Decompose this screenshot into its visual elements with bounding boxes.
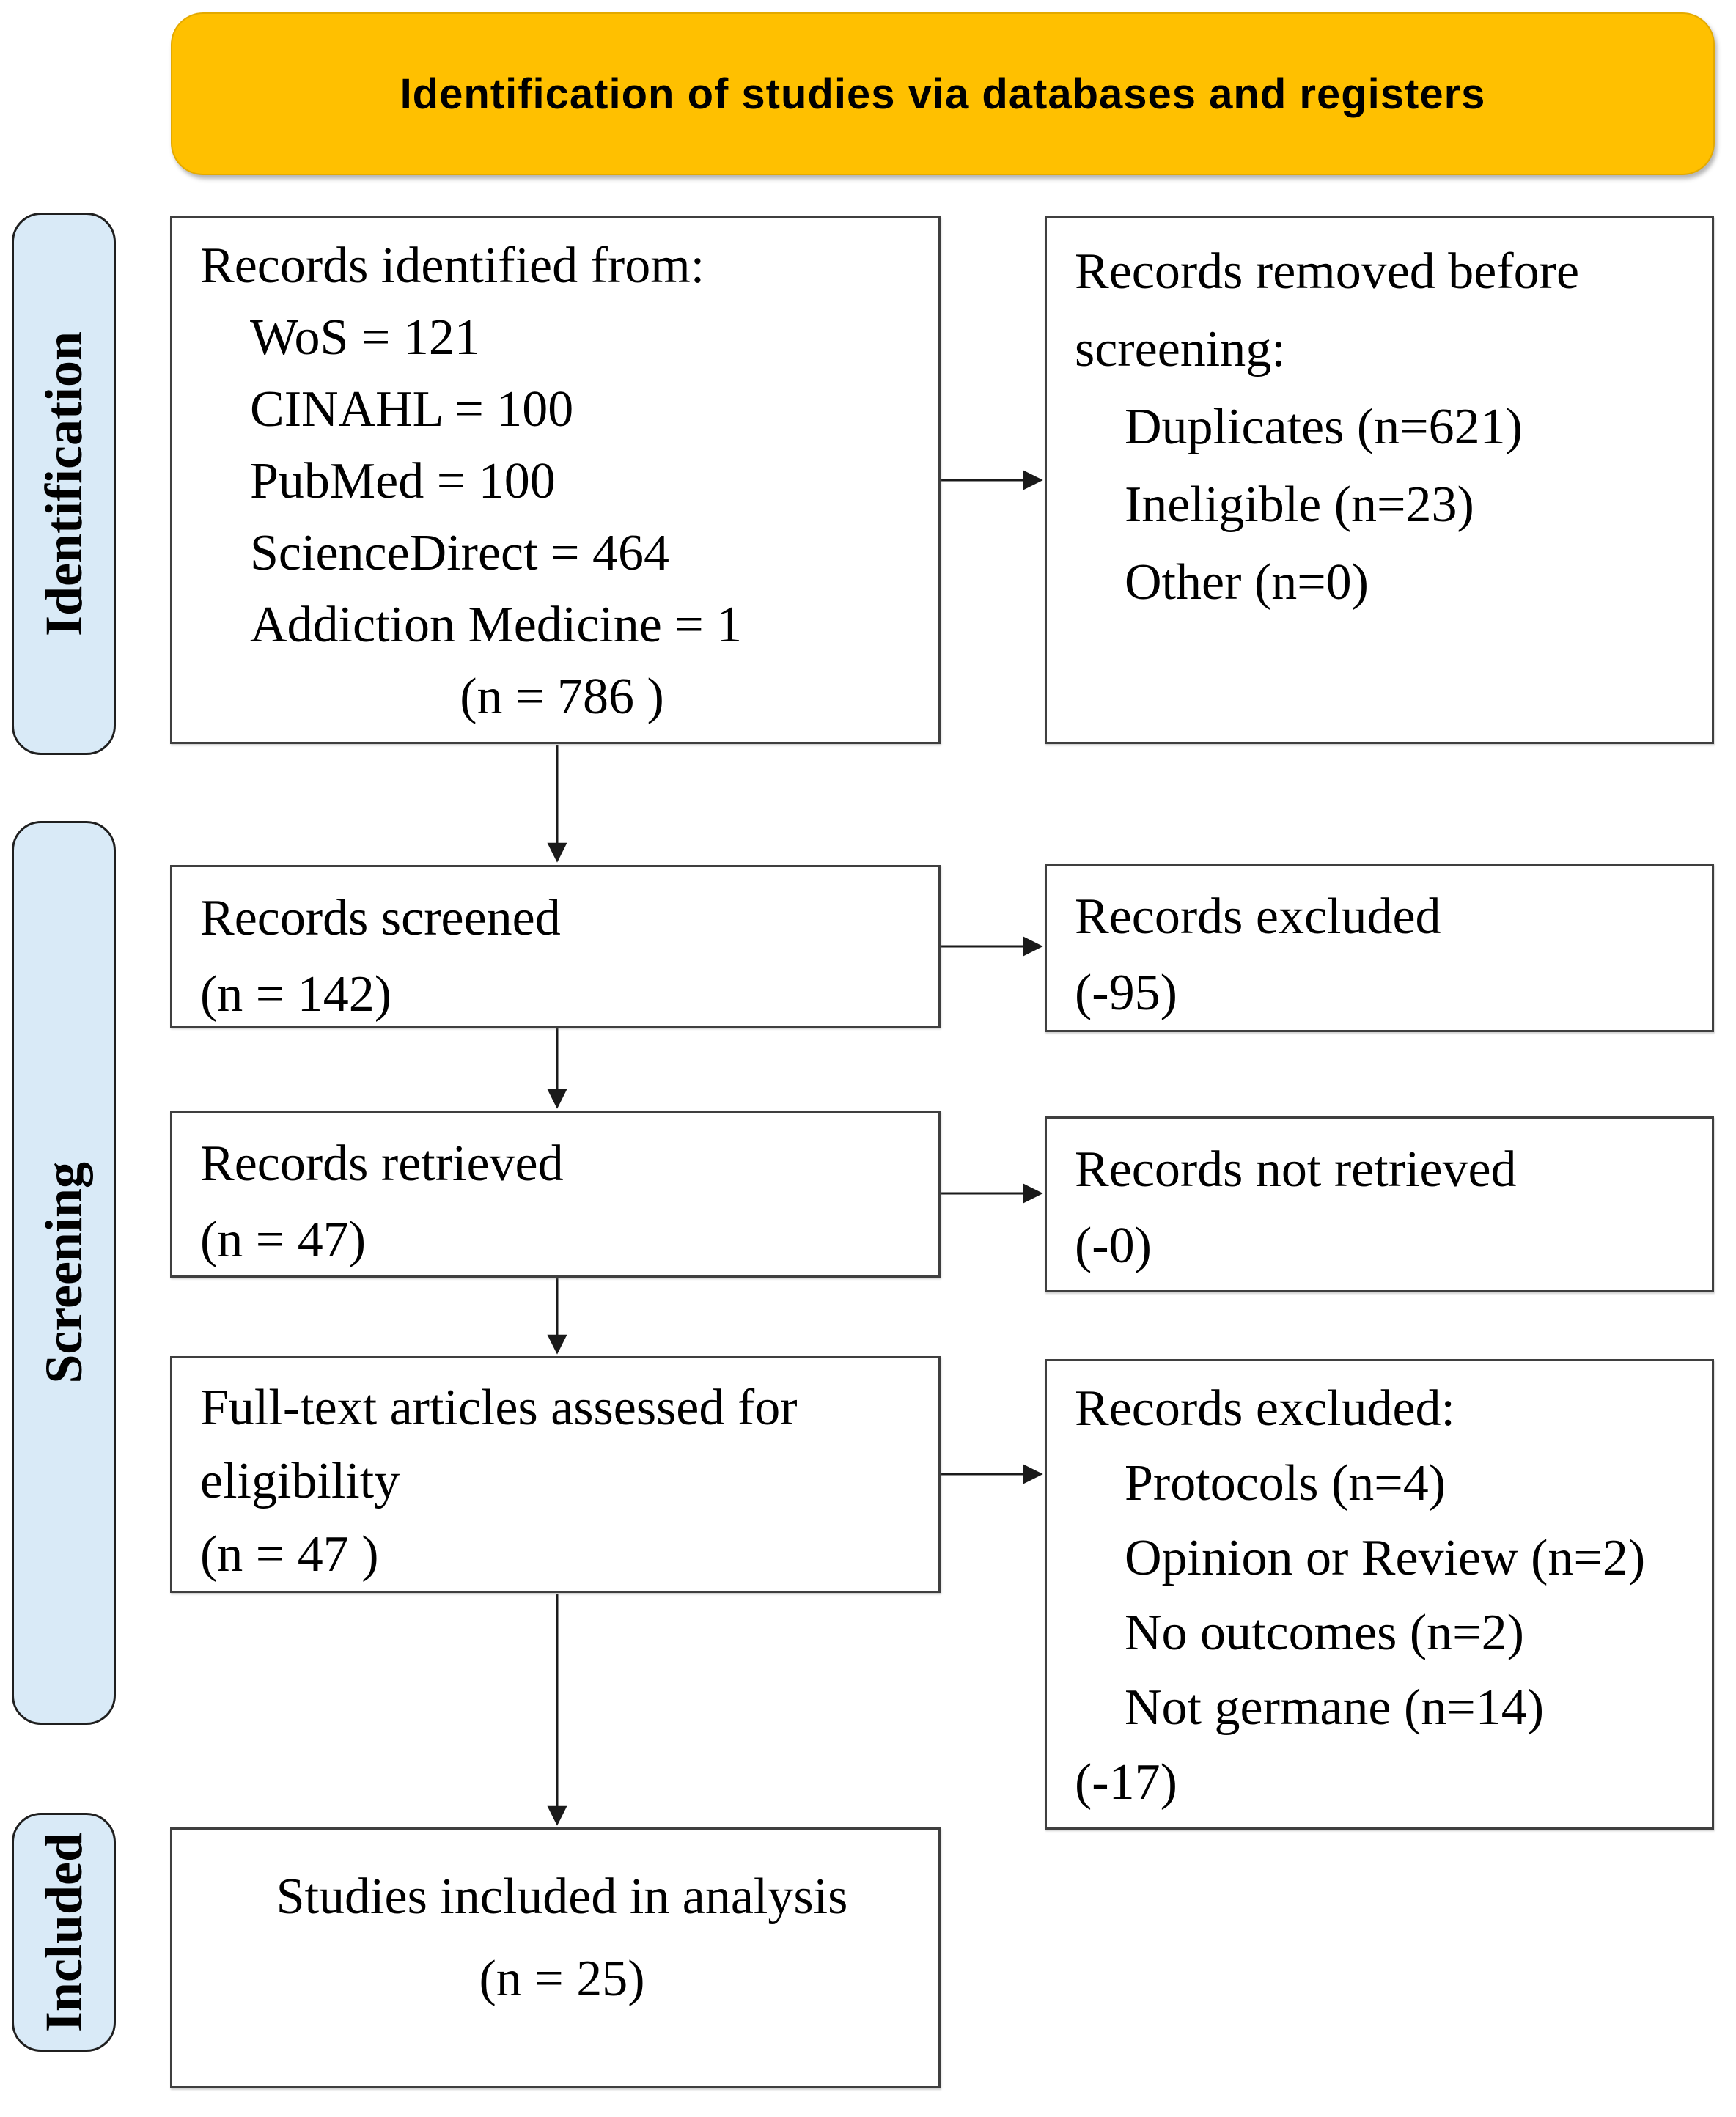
stage-label-screening: Screening (12, 821, 116, 1725)
box-line: (n = 47) (200, 1212, 367, 1268)
box-line: Not germane (n=14) (1125, 1679, 1545, 1736)
box-line: Records excluded (1075, 888, 1441, 945)
box-line: Full-text articles assessed for (200, 1380, 798, 1436)
banner-title: Identification of studies via databases … (400, 70, 1486, 118)
stage-label-included-text: Included (34, 1832, 93, 2033)
stage-label-screening-text: Screening (34, 1162, 93, 1384)
box-records-excluded-eligibility: Records excluded: Protocols (n=4) Opinio… (1045, 1359, 1714, 1830)
box-line: CINAHL = 100 (250, 381, 574, 438)
banner: Identification of studies via databases … (171, 12, 1715, 175)
box-records-removed-before-screening: Records removed before screening: Duplic… (1045, 216, 1714, 744)
stage-label-identification-text: Identification (34, 331, 93, 636)
box-line: Other (n=0) (1125, 554, 1369, 611)
box-line: Records excluded: (1075, 1380, 1455, 1437)
box-records-retrieved: Records retrieved (n = 47) (170, 1111, 941, 1278)
box-records-excluded: Records excluded (-95) (1045, 864, 1714, 1032)
box-records-identified: Records identified from: WoS = 121 CINAH… (170, 216, 941, 744)
box-studies-included: Studies included in analysis (n = 25) (170, 1827, 941, 2088)
box-line: Records identified from: (200, 238, 705, 294)
box-line: Addiction Medicine = 1 (250, 597, 743, 653)
box-records-not-retrieved: Records not retrieved (-0) (1045, 1116, 1714, 1292)
box-line: Records not retrieved (1075, 1141, 1517, 1198)
box-line: screening: (1075, 321, 1286, 378)
box-records-screened: Records screened (n = 142) (170, 865, 941, 1028)
box-line: WoS = 121 (250, 309, 480, 366)
box-line: Records retrieved (200, 1135, 564, 1192)
box-fulltext-assessed: Full-text articles assessed for eligibil… (170, 1356, 941, 1593)
box-line: ScienceDirect = 464 (250, 525, 670, 581)
box-line: Ineligible (n=23) (1125, 476, 1474, 533)
stage-label-identification: Identification (12, 213, 116, 755)
box-line: (n = 25) (479, 1951, 645, 2007)
box-line: (-0) (1075, 1218, 1152, 1274)
box-line: (n = 47 ) (200, 1526, 379, 1583)
box-line: Protocols (n=4) (1125, 1455, 1446, 1512)
box-line: (n = 142) (200, 966, 392, 1023)
box-line: Records screened (200, 890, 561, 946)
stage-label-included: Included (12, 1813, 116, 2052)
box-line: eligibility (200, 1453, 400, 1509)
box-line: Records removed before (1075, 243, 1580, 300)
box-line: Opinion or Review (n=2) (1125, 1530, 1646, 1586)
box-line: No outcomes (n=2) (1125, 1605, 1524, 1661)
box-line: (-17) (1075, 1754, 1177, 1811)
box-line: (-95) (1075, 965, 1177, 1021)
box-line: PubMed = 100 (250, 453, 556, 509)
box-line: Duplicates (n=621) (1125, 399, 1523, 455)
box-line: (n = 786 ) (460, 669, 664, 725)
box-line: Studies included in analysis (276, 1869, 848, 1925)
